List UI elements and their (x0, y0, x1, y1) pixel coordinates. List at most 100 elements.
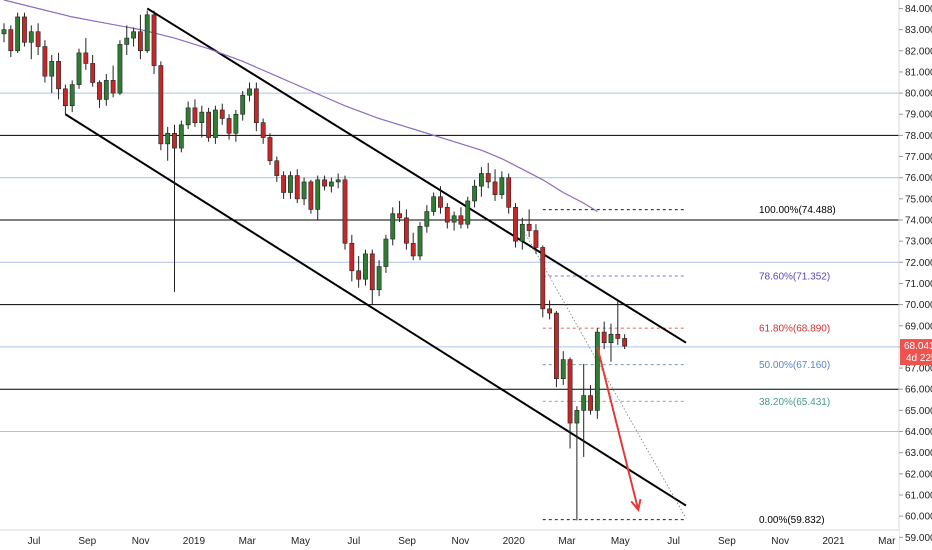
trendlines (64, 7, 687, 519)
current-price-value: 68.041 (904, 341, 932, 352)
candle-body (49, 61, 55, 77)
candle-body (165, 132, 171, 145)
candle-body (478, 173, 484, 187)
candle-body (22, 16, 27, 43)
fib-level-label: 38.20%(65.431) (759, 397, 830, 408)
candle-body (363, 253, 368, 280)
candle-body (158, 65, 164, 145)
price-tick-label: 70.000 (905, 300, 932, 311)
candle-body (328, 181, 334, 187)
price-tick-label: 78.000 (905, 131, 932, 142)
candle-body (608, 333, 614, 343)
candle-body (369, 253, 375, 291)
date-tick-label: Nov (771, 536, 789, 547)
date-tick-label: May (611, 536, 630, 547)
candle-body (8, 29, 14, 52)
candle-body (69, 84, 75, 107)
candle-body (62, 88, 68, 107)
price-tick-label: 72.000 (905, 258, 932, 269)
candle-body (581, 395, 587, 411)
candle-body (124, 37, 130, 45)
date-tick-label: Jul (667, 536, 680, 547)
date-tick-label: Mar (558, 536, 576, 547)
current-price-badge-bg (900, 339, 932, 366)
candle-body (383, 238, 389, 267)
date-tick-label: 2019 (183, 536, 206, 547)
candle-body (192, 107, 198, 123)
candle-body (213, 109, 218, 138)
candle-body (274, 160, 280, 176)
fib-level-label: 50.00%(67.160) (759, 360, 830, 371)
price-tick-label: 75.000 (905, 194, 932, 205)
fib-level-label: 100.00%(74.488) (759, 205, 836, 216)
candle-body (451, 215, 457, 223)
candle-body (410, 242, 416, 257)
candle-body (540, 247, 546, 310)
moving-average-line (3, 0, 598, 213)
date-tick-label: 2021 (822, 536, 845, 547)
candle-body (499, 177, 505, 195)
candle-body (574, 410, 580, 424)
candle-body (76, 52, 82, 85)
price-tick-label: 71.000 (905, 279, 932, 290)
candle-body (376, 266, 382, 291)
channel-trendline (146, 7, 687, 344)
candle-body (342, 179, 348, 244)
projection-arrow-head (630, 498, 642, 513)
candle-body (97, 82, 102, 100)
price-tick-label: 61.000 (905, 491, 932, 502)
price-tick-label: 60.000 (905, 512, 932, 523)
horizontal-levels (0, 92, 899, 433)
date-tick-label: 2020 (503, 536, 526, 547)
date-tick-label: Sep (718, 536, 736, 547)
candle-body (438, 196, 443, 208)
candle-body (117, 44, 123, 94)
candle-body (465, 200, 471, 225)
candle-body (144, 14, 150, 52)
date-tick-label: Mar (878, 536, 896, 547)
candle-body (151, 14, 157, 66)
candle-body (185, 107, 191, 126)
candle-body (397, 213, 402, 219)
candle-body (513, 207, 518, 242)
candle-body (90, 63, 96, 83)
candle-body (288, 175, 293, 193)
price-tick-label: 66.000 (905, 385, 932, 396)
fibonacci-levels: 100.00%(74.488) 78.60%(71.352) 61.80%(68.8… (542, 205, 836, 526)
candle-body (622, 338, 628, 347)
candle-body (601, 331, 607, 343)
date-tick-label: Jul (28, 536, 41, 547)
price-tick-label: 81.000 (905, 67, 932, 78)
candles (1, 10, 628, 521)
price-tick-label: 82.000 (905, 46, 932, 57)
candle-body (240, 94, 246, 115)
candle-body (260, 122, 266, 138)
candle-body (178, 124, 184, 149)
date-tick-label: Jul (347, 536, 360, 547)
candle-body (322, 179, 327, 187)
fib-level-label: 78.60%(71.352) (759, 272, 830, 283)
candle-body (335, 179, 341, 183)
candle-body (533, 230, 539, 248)
price-tick-label: 84.000 (905, 4, 932, 15)
price-tick-label: 63.000 (905, 448, 932, 459)
price-tick-label: 69.000 (905, 321, 932, 332)
candle-body (226, 118, 232, 134)
date-tick-label: Sep (78, 536, 96, 547)
candle-body (472, 185, 477, 202)
channel-trendline (64, 113, 687, 507)
candle-body (35, 31, 41, 47)
price-tick-label: 62.000 (905, 469, 932, 480)
candle-body (131, 31, 136, 39)
candle-body (560, 359, 566, 379)
candle-body (233, 113, 239, 134)
candle-body (199, 111, 205, 123)
dotted-projection-line (521, 228, 687, 519)
fib-level-label: 61.80%(68.890) (759, 324, 830, 335)
candle-body (110, 80, 116, 94)
price-tick-label: 80.000 (905, 89, 932, 100)
